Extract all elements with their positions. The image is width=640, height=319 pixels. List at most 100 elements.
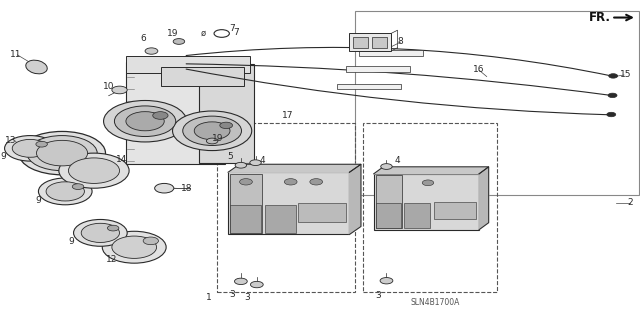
Bar [404,203,430,228]
Bar [126,56,250,73]
Bar [126,62,225,164]
Circle shape [126,112,164,131]
Circle shape [115,106,176,137]
Bar [376,175,403,228]
Circle shape [36,140,88,166]
Text: 6: 6 [140,34,146,43]
Text: 7: 7 [230,24,236,33]
Circle shape [183,116,241,145]
Circle shape [112,236,157,258]
Bar [435,202,476,219]
Text: 14: 14 [116,155,127,164]
Circle shape [19,131,106,175]
Circle shape [104,100,187,142]
Text: 13: 13 [5,136,17,145]
Bar [346,66,410,72]
Text: FR.: FR. [589,11,611,24]
Text: 3: 3 [230,290,236,299]
Text: 3: 3 [244,293,250,302]
Circle shape [12,139,48,157]
Text: 11: 11 [10,50,21,59]
Text: 8: 8 [397,37,403,46]
Text: 15: 15 [620,70,631,79]
Bar [298,203,346,222]
Circle shape [112,86,127,94]
Circle shape [380,278,393,284]
Text: 9: 9 [68,237,74,246]
Circle shape [607,112,616,117]
Circle shape [250,160,261,166]
Circle shape [143,237,159,245]
Bar [161,67,244,86]
Circle shape [422,180,434,186]
Circle shape [220,122,232,129]
Circle shape [27,136,97,171]
Circle shape [235,162,246,168]
Bar [359,50,423,56]
Bar [265,205,296,233]
Text: 9: 9 [36,196,42,204]
Circle shape [250,281,263,288]
Text: 17: 17 [282,111,293,120]
Bar [353,37,368,48]
Text: SLN4B1700A: SLN4B1700A [411,298,460,307]
Ellipse shape [26,60,47,74]
Circle shape [239,179,252,185]
Circle shape [173,111,252,151]
Circle shape [102,231,166,263]
Text: 18: 18 [181,184,193,193]
Circle shape [234,278,247,285]
Bar [230,174,262,233]
Bar [228,172,349,234]
Circle shape [173,39,185,44]
Circle shape [46,182,84,201]
Bar [363,123,497,292]
Circle shape [81,223,120,242]
Text: 2: 2 [628,198,633,207]
Text: 5: 5 [227,152,233,161]
Circle shape [284,179,297,185]
Text: 19: 19 [211,134,223,143]
Circle shape [195,122,230,140]
Bar [199,64,253,163]
Text: 10: 10 [103,82,115,91]
Bar [217,123,355,292]
Circle shape [310,179,323,185]
Circle shape [72,184,84,189]
Text: 19: 19 [167,29,179,38]
Circle shape [59,153,129,188]
Bar [372,37,387,48]
Circle shape [4,136,56,161]
Circle shape [153,112,168,119]
Circle shape [145,48,158,54]
Polygon shape [349,164,361,234]
Text: 9: 9 [1,152,6,161]
Circle shape [609,74,618,78]
Circle shape [108,225,119,231]
Polygon shape [374,167,489,174]
Circle shape [608,93,617,98]
Circle shape [381,164,392,169]
Text: 16: 16 [474,65,485,74]
Text: 7: 7 [233,28,239,37]
Circle shape [38,178,92,205]
Polygon shape [479,167,489,230]
Bar [355,11,639,195]
Text: 4: 4 [259,156,265,165]
Bar [337,84,401,89]
Bar [349,33,391,51]
Polygon shape [228,164,361,172]
Text: 4: 4 [394,156,400,165]
Circle shape [206,138,218,144]
Bar [376,203,401,228]
Circle shape [68,158,120,183]
Circle shape [74,219,127,246]
Bar [374,174,479,230]
Text: 12: 12 [106,255,117,263]
Text: 3: 3 [375,291,381,300]
Bar [230,205,260,233]
Text: 1: 1 [206,293,212,302]
Text: ø: ø [200,28,205,37]
Circle shape [36,141,47,147]
Circle shape [155,183,174,193]
